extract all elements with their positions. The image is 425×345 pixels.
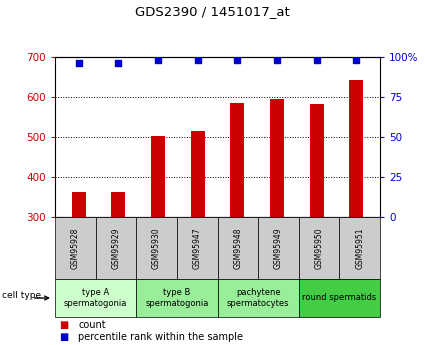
- Bar: [72, 192, 86, 217]
- Text: pachytene
spermatocytes: pachytene spermatocytes: [227, 288, 289, 308]
- Bar: [349, 80, 363, 217]
- Point: [75, 61, 82, 66]
- Text: count: count: [78, 320, 106, 330]
- Text: type A
spermatogonia: type A spermatogonia: [64, 288, 128, 308]
- Point: [194, 57, 201, 63]
- Point: [234, 57, 241, 63]
- Bar: [310, 104, 323, 217]
- Text: ■: ■: [59, 332, 68, 342]
- Text: GSM95948: GSM95948: [233, 227, 242, 269]
- Text: GSM95928: GSM95928: [71, 227, 80, 269]
- Text: percentile rank within the sample: percentile rank within the sample: [78, 332, 244, 342]
- Bar: [270, 99, 284, 217]
- Text: GSM95930: GSM95930: [152, 227, 161, 269]
- Bar: [230, 103, 244, 217]
- Point: [155, 57, 162, 63]
- Bar: [111, 192, 125, 217]
- Bar: [191, 131, 204, 217]
- Text: GDS2390 / 1451017_at: GDS2390 / 1451017_at: [135, 5, 290, 18]
- Point: [353, 57, 360, 63]
- Point: [274, 57, 280, 63]
- Text: GSM95947: GSM95947: [193, 227, 202, 269]
- Text: cell type: cell type: [2, 291, 41, 300]
- Text: type B
spermatogonia: type B spermatogonia: [145, 288, 209, 308]
- Point: [313, 57, 320, 63]
- Point: [115, 61, 122, 66]
- Text: GSM95950: GSM95950: [314, 227, 323, 269]
- Bar: [151, 136, 165, 217]
- Text: ■: ■: [59, 320, 68, 330]
- Text: GSM95949: GSM95949: [274, 227, 283, 269]
- Text: GSM95951: GSM95951: [355, 227, 364, 269]
- Text: round spermatids: round spermatids: [302, 294, 377, 303]
- Text: GSM95929: GSM95929: [111, 227, 120, 269]
